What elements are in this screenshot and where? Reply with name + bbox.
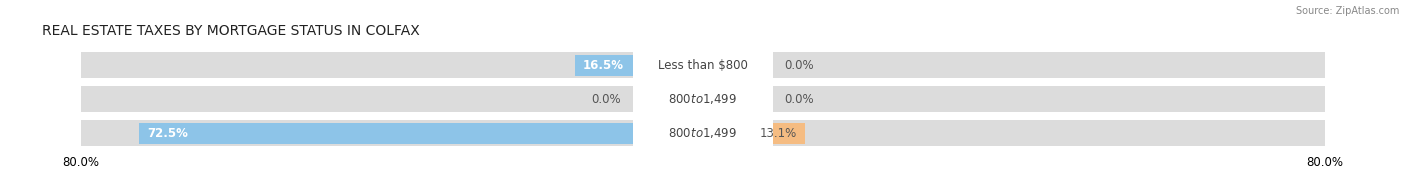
Text: 0.0%: 0.0% xyxy=(785,58,814,72)
Text: Source: ZipAtlas.com: Source: ZipAtlas.com xyxy=(1295,6,1399,16)
Bar xyxy=(82,86,1324,112)
Bar xyxy=(575,54,703,76)
Text: 13.1%: 13.1% xyxy=(759,127,797,140)
Text: 0.0%: 0.0% xyxy=(592,93,621,106)
Text: 0.0%: 0.0% xyxy=(785,93,814,106)
Bar xyxy=(82,120,1324,146)
Text: REAL ESTATE TAXES BY MORTGAGE STATUS IN COLFAX: REAL ESTATE TAXES BY MORTGAGE STATUS IN … xyxy=(42,24,420,38)
Bar xyxy=(633,51,773,79)
Bar xyxy=(82,52,1324,78)
Text: Less than $800: Less than $800 xyxy=(658,58,748,72)
Bar xyxy=(703,123,804,144)
Bar xyxy=(139,123,703,144)
Text: 72.5%: 72.5% xyxy=(148,127,188,140)
Bar xyxy=(633,86,773,113)
Bar xyxy=(633,120,773,147)
Text: 16.5%: 16.5% xyxy=(582,58,623,72)
Text: $800 to $1,499: $800 to $1,499 xyxy=(668,92,738,106)
Text: $800 to $1,499: $800 to $1,499 xyxy=(668,126,738,140)
